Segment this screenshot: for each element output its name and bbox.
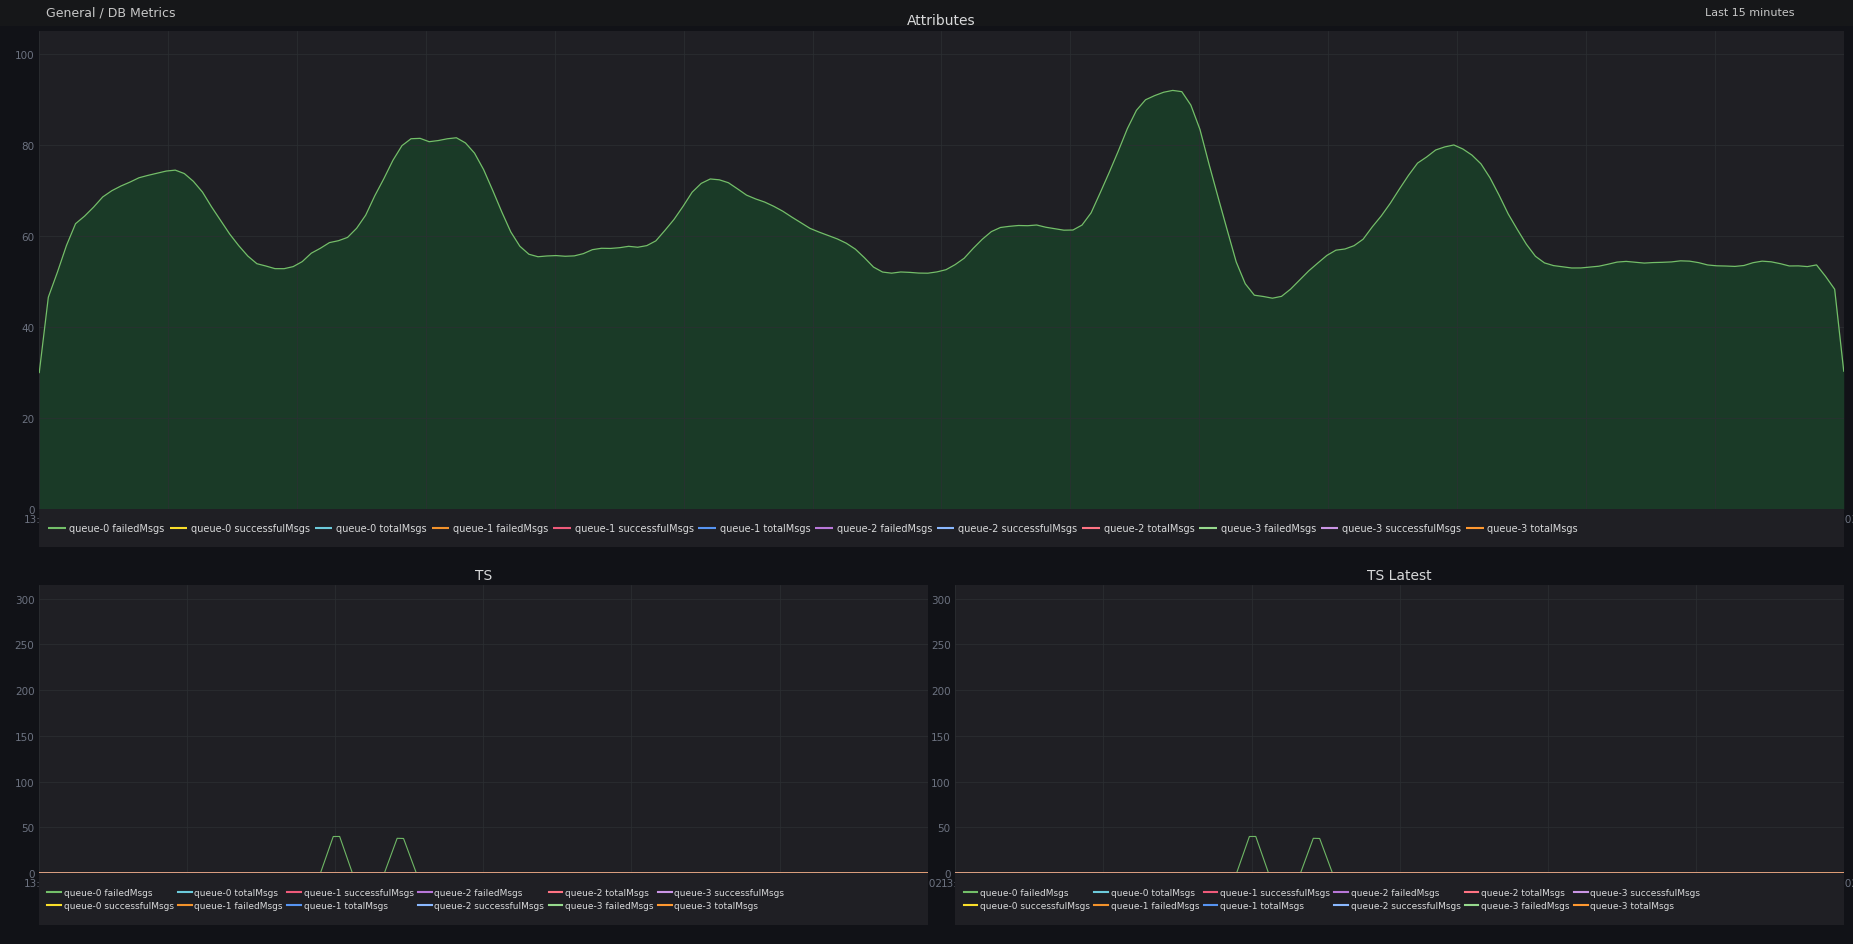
Legend: queue-0 failedMsgs, queue-0 successfulMsgs, queue-0 totalMsgs, queue-1 failedMsg: queue-0 failedMsgs, queue-0 successfulMs…	[44, 885, 788, 914]
Title: TS: TS	[474, 568, 493, 582]
Title: Attributes: Attributes	[908, 14, 977, 27]
Title: TS Latest: TS Latest	[1368, 568, 1432, 582]
Legend: queue-0 failedMsgs, queue-0 successfulMsgs, queue-0 totalMsgs, queue-1 failedMsg: queue-0 failedMsgs, queue-0 successfulMs…	[44, 520, 1582, 537]
Text: General / DB Metrics: General / DB Metrics	[46, 7, 176, 20]
Legend: queue-0 failedMsgs, queue-0 successfulMsgs, queue-0 totalMsgs, queue-1 failedMsg: queue-0 failedMsgs, queue-0 successfulMs…	[960, 885, 1705, 914]
Text: Last 15 minutes: Last 15 minutes	[1705, 8, 1794, 19]
